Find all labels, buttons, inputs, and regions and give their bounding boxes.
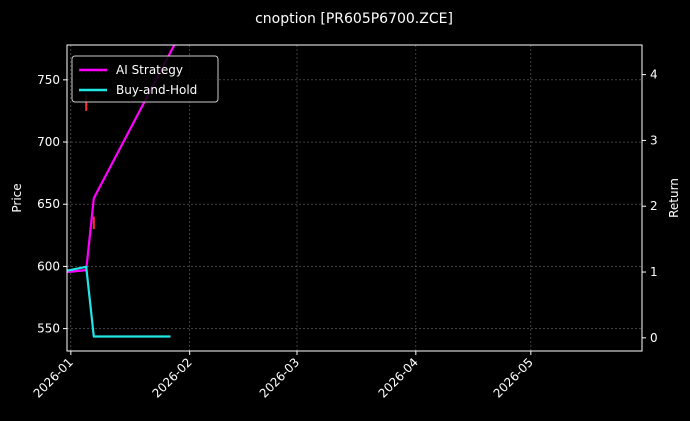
chart-title: cnoption [PR605P6700.ZCE] [255,11,453,27]
y-tick-label: 600 [37,259,60,273]
legend: AI Strategy Buy-and-Hold [71,55,219,103]
y2-tick-label: 1 [650,265,658,279]
y-tick-label: 550 [37,322,60,336]
y2-tick-label: 4 [650,68,658,82]
y2-tick-label: 2 [650,199,658,213]
y-tick-label: 750 [37,73,60,87]
legend-label-ai-strategy: AI Strategy [116,63,183,77]
plot-frame [66,44,643,352]
y-axis-title: Price [10,183,24,212]
y-tick-label: 700 [37,135,60,149]
y-tick-label: 650 [37,197,60,211]
y2-tick-label: 3 [650,133,658,147]
y2-axis-title: Return [667,178,681,218]
series-line-buy-and-hold [66,265,171,338]
grid-layer [67,45,642,351]
y2-tick-label: 0 [650,331,658,345]
series-line-ai-strategy [66,44,176,274]
legend-label-buy-and-hold: Buy-and-Hold [116,83,197,97]
legend-box [71,55,219,103]
